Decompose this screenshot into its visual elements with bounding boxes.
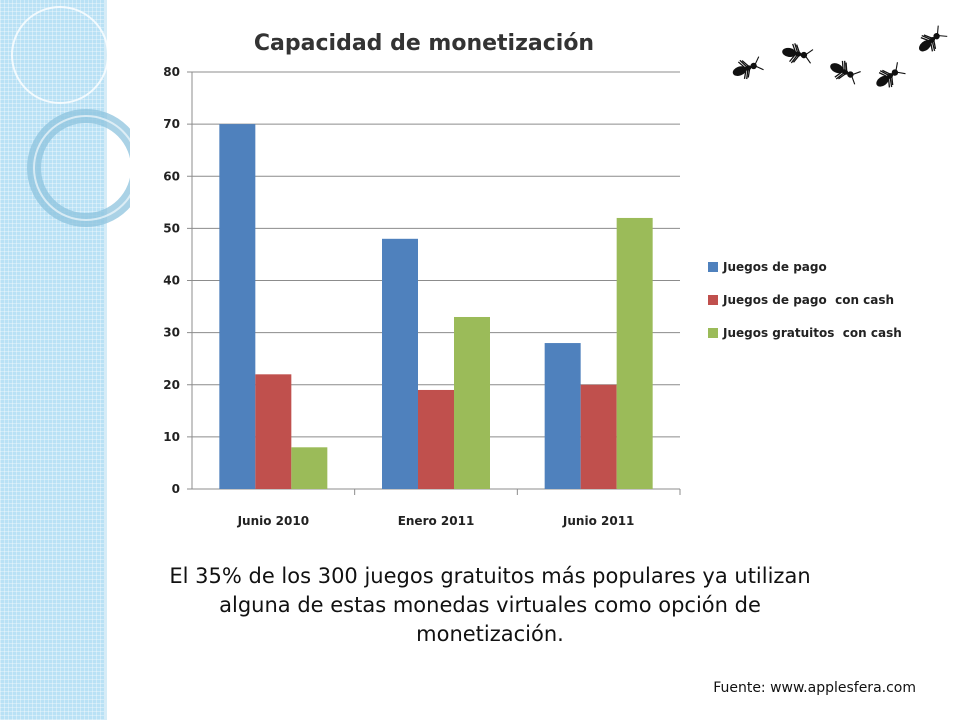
ant-icon — [876, 62, 906, 88]
ant-icon — [919, 25, 948, 52]
bar-chart: Capacidad de monetización 0 10 20 30 40 50 60 7… — [163, 31, 681, 528]
bar — [418, 389, 454, 489]
chart-legend: Juegos de pago Juegos de pago con cash Jue… — [708, 260, 902, 340]
bar — [580, 384, 617, 489]
chart-bars — [219, 124, 653, 489]
legend-label: Juegos de pago — [722, 260, 827, 274]
y-tick-label: 70 — [163, 117, 180, 131]
source-text: Fuente: www.applesfera.com — [713, 680, 916, 696]
bar — [544, 343, 581, 489]
decorative-rings — [11, 6, 130, 227]
caption-text: El 35% de los 300 juegos gratuitos más p… — [169, 564, 811, 646]
legend-label: Juegos de pago con cash — [722, 293, 894, 307]
bar — [291, 447, 328, 489]
x-tick-label: Junio 2011 — [562, 514, 634, 528]
y-tick-label: 80 — [163, 65, 180, 79]
bar — [219, 124, 256, 489]
y-tick-label: 60 — [163, 169, 180, 183]
y-tick-label: 30 — [163, 326, 180, 340]
x-tick-label: Junio 2010 — [237, 514, 309, 528]
y-tick-label: 0 — [172, 482, 180, 496]
side-decoration-border — [104, 0, 107, 720]
y-tick-label: 50 — [163, 221, 180, 235]
bar — [382, 238, 418, 489]
ant-icon — [732, 25, 948, 88]
x-tick-label: Enero 2011 — [398, 514, 475, 528]
ant-icon — [782, 43, 814, 64]
x-axis-labels: Junio 2010 Enero 2011 Junio 2011 — [237, 514, 635, 528]
legend-label: Juegos gratuitos con cash — [722, 326, 902, 340]
y-tick-label: 40 — [163, 274, 180, 288]
ant-icon — [732, 56, 764, 80]
ant-icon — [830, 60, 861, 85]
legend-swatch — [708, 295, 718, 305]
bar — [454, 316, 490, 489]
legend-swatch — [708, 328, 718, 338]
bar — [255, 374, 292, 489]
y-tick-label: 10 — [163, 430, 180, 444]
bar — [616, 217, 653, 489]
legend-swatch — [708, 262, 718, 272]
chart-title: Capacidad de monetización — [254, 31, 594, 56]
y-tick-label: 20 — [163, 378, 180, 392]
